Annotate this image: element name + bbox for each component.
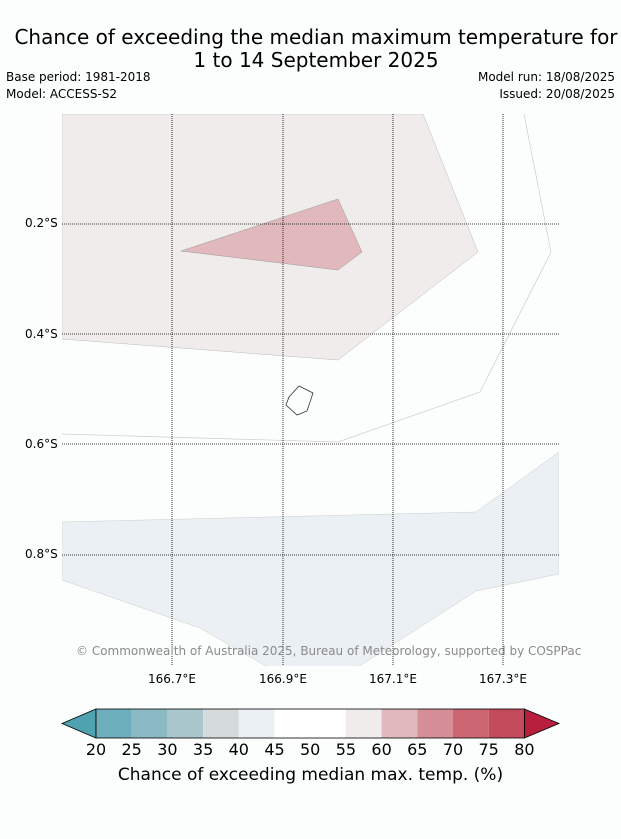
island: [285, 385, 314, 416]
colorbar-segment: [417, 709, 453, 738]
lon-label-167-3: 167.3°E: [479, 672, 527, 686]
lon-label-166-9: 166.9°E: [259, 672, 307, 686]
colorbar-outline: [95, 708, 525, 739]
lat-label-0-6: 0.6°S: [25, 437, 58, 451]
colorbar-tick-label: 75: [478, 740, 499, 759]
colorbar-segment: [167, 709, 204, 738]
contour-line: [62, 114, 552, 443]
base-period: Base period: 1981-2018: [6, 70, 151, 84]
colorbar-segment: [203, 709, 239, 738]
colorbar-tick-label: 30: [157, 740, 178, 759]
colorbar-tick-label: 60: [371, 740, 392, 759]
zone-40-45: [62, 451, 559, 666]
colorbar-tick-label: 25: [121, 740, 142, 759]
lon-label-166-7: 166.7°E: [148, 672, 196, 686]
colorbar-tick-label: 70: [442, 740, 464, 759]
colorbar-tick-label: 20: [85, 740, 107, 759]
colorbar-tick-label: 55: [335, 740, 357, 759]
lat-label-0-2: 0.2°S: [25, 216, 58, 230]
gridlines: [62, 114, 559, 666]
colorbar-segment: [381, 709, 418, 738]
meta-right: Model run: 18/08/2025 Issued: 20/08/2025: [478, 69, 615, 103]
colorbar-extend-high: [524, 708, 561, 739]
colorbar-tick-label: 45: [264, 740, 285, 759]
colorbar-segment: [131, 709, 168, 738]
lat-label-0-4: 0.4°S: [25, 327, 58, 341]
colorbar: [60, 708, 561, 739]
colorbar-tick-label: 35: [192, 740, 214, 759]
colorbar-segment: [96, 709, 132, 738]
title-line-1: Chance of exceeding the median maximum t…: [14, 25, 618, 49]
lat-label-0-8: 0.8°S: [25, 547, 58, 561]
colorbar-label: Chance of exceeding median max. temp. (%…: [117, 765, 504, 785]
zone-60-65: [180, 198, 363, 271]
colorbar-tick-label: 80: [514, 740, 535, 759]
colorbar-segment: [488, 709, 525, 738]
colorbar-tick-label: 65: [407, 740, 428, 759]
colorbar-segment: [345, 709, 382, 738]
map-area: [62, 114, 559, 666]
model-name: Model: ACCESS-S2: [6, 87, 118, 101]
issued-date: Issued: 20/08/2025: [499, 87, 615, 101]
colorbar-extend-low: [60, 708, 97, 739]
colorbar-segment: [274, 709, 311, 738]
colorbar-segment: [238, 709, 275, 738]
model-run: Model run: 18/08/2025: [477, 70, 615, 84]
title-line-2: 1 to 14 September 2025: [193, 48, 439, 72]
colorbar-segment: [310, 709, 346, 738]
colorbar-segment: [453, 709, 489, 738]
colorbar-tick-label: 50: [300, 740, 321, 759]
lon-label-167-1: 167.1°E: [369, 672, 417, 686]
map-title: Chance of exceeding the median maximum t…: [0, 26, 621, 72]
meta-left: Base period: 1981-2018 Model: ACCESS-S2: [6, 69, 151, 103]
copyright-notice: © Commonwealth of Australia 2025, Bureau…: [76, 644, 582, 658]
colorbar-tick-label: 40: [228, 740, 249, 759]
